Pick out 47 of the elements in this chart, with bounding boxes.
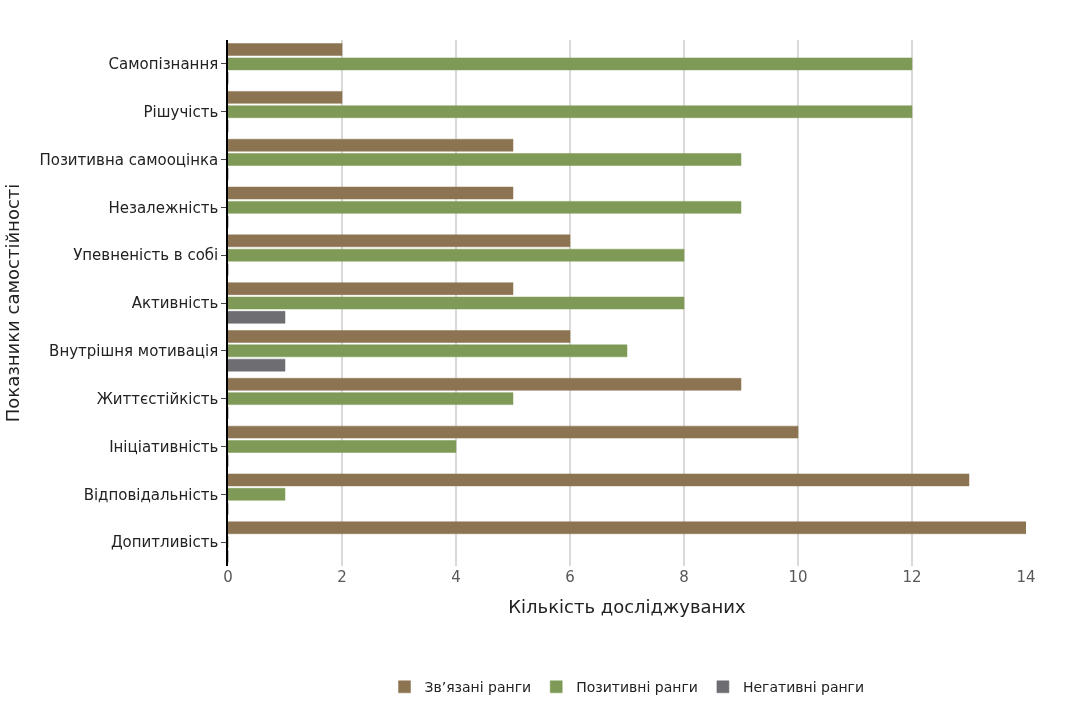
y-tick-label: Відповідальність	[83, 485, 219, 504]
x-tick-label: 4	[451, 568, 461, 586]
bar	[228, 473, 970, 487]
bar	[228, 488, 286, 501]
bar	[228, 425, 799, 439]
x-tick-label: 2	[337, 568, 347, 586]
y-tick-label: Самопізнання	[108, 55, 219, 74]
y-tick-label: Незалежність	[108, 198, 219, 217]
x-tick-label: 6	[565, 568, 575, 586]
x-tick-label: 14	[1016, 568, 1036, 586]
bar	[228, 248, 685, 262]
bar	[228, 296, 685, 310]
legend-label: Позитивні ранги	[576, 679, 698, 696]
y-axis-title: Показники самостійності	[2, 183, 24, 423]
bar	[228, 282, 514, 295]
x-axis-title: Кількість досліджуваних	[508, 596, 747, 618]
legend-label: Зв’язані ранги	[424, 679, 532, 696]
x-tick-label: 10	[788, 568, 808, 586]
bar	[228, 57, 913, 71]
bar	[228, 311, 286, 324]
bar	[228, 201, 742, 214]
x-tick-label: 12	[902, 568, 922, 586]
bar	[228, 392, 514, 405]
bar	[228, 344, 628, 358]
y-tick-label: Допитливість	[110, 533, 219, 552]
bar	[228, 186, 514, 200]
x-tick-label: 0	[223, 568, 233, 586]
bar	[228, 440, 457, 453]
bar	[228, 105, 913, 118]
bar	[228, 43, 343, 56]
legend-label: Негативні ранги	[742, 679, 865, 696]
bar	[228, 330, 571, 343]
y-tick-label: Рішучість	[143, 102, 219, 121]
y-tick-label: Упевненість в собі	[73, 246, 219, 265]
y-tick-label: Активність	[131, 294, 219, 313]
y-tick-label: Позитивна самооцінка	[39, 150, 219, 169]
x-tick-label: 8	[679, 568, 689, 586]
bar	[228, 91, 343, 104]
bar	[228, 234, 571, 248]
bar	[228, 153, 742, 166]
bar	[228, 138, 514, 152]
bar	[228, 521, 1026, 534]
bar	[228, 358, 286, 372]
y-tick-label: Ініціативність	[109, 437, 219, 456]
bar	[228, 378, 742, 391]
y-tick-label: Життєстійкість	[96, 389, 219, 408]
y-tick-label: Внутрішня мотивація	[49, 342, 219, 361]
